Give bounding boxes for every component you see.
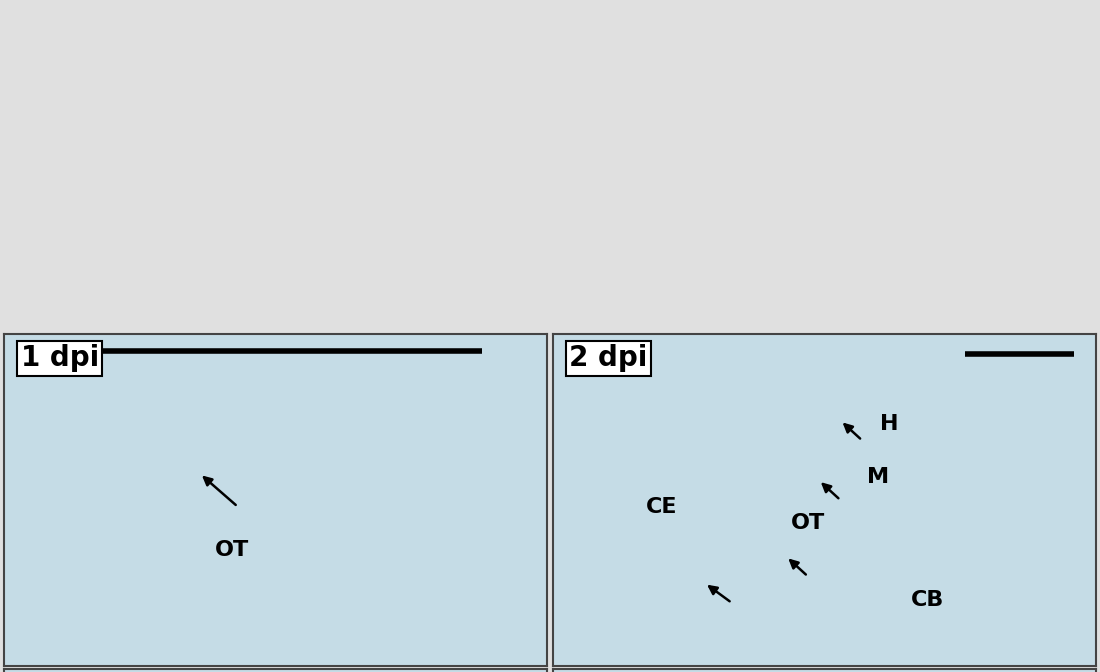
Text: CE: CE xyxy=(646,497,678,517)
Text: 2 dpi: 2 dpi xyxy=(569,344,648,372)
Text: H: H xyxy=(880,414,899,434)
Text: 1 dpi: 1 dpi xyxy=(21,344,99,372)
Text: CB: CB xyxy=(911,589,944,610)
Text: M: M xyxy=(868,467,890,487)
Text: OT: OT xyxy=(216,540,250,560)
Text: OT: OT xyxy=(791,513,825,534)
